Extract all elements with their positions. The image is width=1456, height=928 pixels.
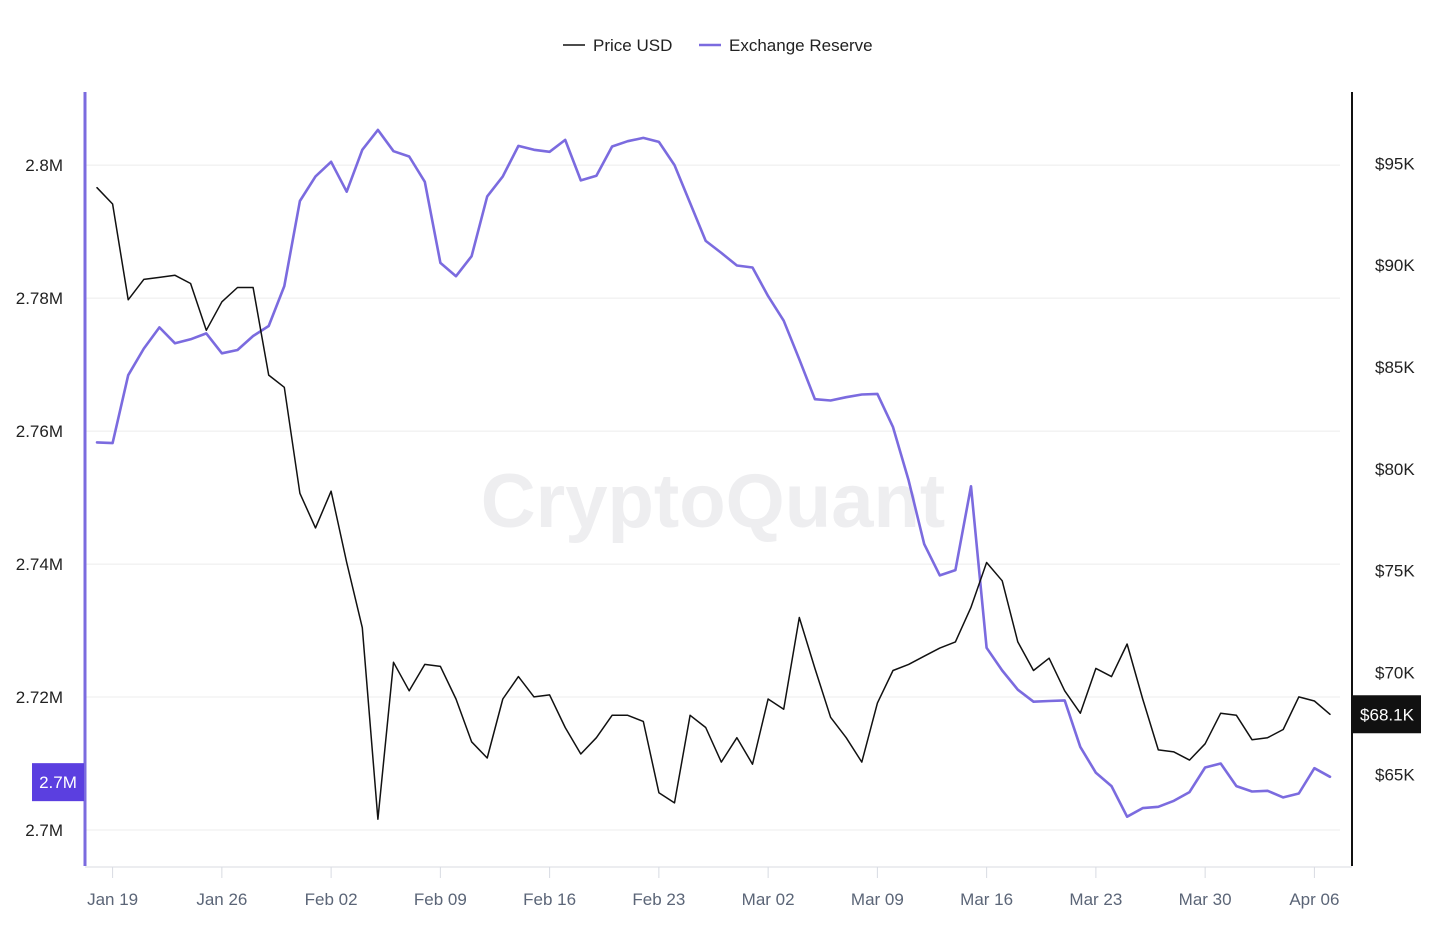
gridlines <box>86 164 1340 831</box>
x-tick-label: Feb 02 <box>305 890 358 909</box>
legend-label-price: Price USD <box>593 36 672 55</box>
left-tick-label: 2.76M <box>16 422 63 441</box>
left-tick-label: 2.7M <box>25 821 63 840</box>
legend-label-exchange-reserve: Exchange Reserve <box>729 36 873 55</box>
right-tick-label: $85K <box>1375 358 1415 377</box>
price-usd-line <box>96 186 1331 820</box>
right-current-value-badge: $68.1K <box>1353 695 1421 734</box>
legend-item-exchange-reserve[interactable]: Exchange Reserve <box>699 36 873 55</box>
right-axis-ticks: $65K $70K $75K $80K $85K $90K $95K <box>1375 154 1415 784</box>
left-tick-label: 2.72M <box>16 688 63 707</box>
x-tick-label: Mar 30 <box>1179 890 1232 909</box>
x-tick-label: Apr 06 <box>1289 890 1339 909</box>
x-tick-label: Mar 16 <box>960 890 1013 909</box>
x-tick-label: Mar 02 <box>742 890 795 909</box>
series <box>95 128 1332 820</box>
right-tick-label: $75K <box>1375 562 1415 581</box>
left-tick-label: 2.78M <box>16 289 63 308</box>
left-current-value-badge: 2.7M <box>32 763 84 802</box>
left-tick-label: 2.8M <box>25 156 63 175</box>
right-current-value-label: $68.1K <box>1360 705 1415 724</box>
legend-item-price[interactable]: Price USD <box>563 36 672 55</box>
right-tick-label: $80K <box>1375 460 1415 479</box>
x-tick-label: Feb 09 <box>414 890 467 909</box>
watermark: CryptoQuant <box>481 459 945 544</box>
x-tick-label: Feb 16 <box>523 890 576 909</box>
right-tick-label: $65K <box>1375 765 1415 784</box>
x-tick-label: Feb 23 <box>632 890 685 909</box>
x-tick-label: Mar 23 <box>1069 890 1122 909</box>
exchange-reserve-line <box>95 128 1332 819</box>
x-tick-label: Mar 09 <box>851 890 904 909</box>
left-current-value-label: 2.7M <box>39 773 77 792</box>
right-tick-label: $90K <box>1375 256 1415 275</box>
left-axis-ticks: 2.7M 2.72M 2.74M 2.76M 2.78M 2.8M <box>16 156 63 840</box>
left-current-value-bg <box>32 763 84 802</box>
right-current-value-bg <box>1353 695 1421 734</box>
x-tick-label: Jan 26 <box>196 890 247 909</box>
right-tick-label: $70K <box>1375 664 1415 683</box>
x-tick-label: Jan 19 <box>87 890 138 909</box>
x-axis-ticks: Jan 19 Jan 26 Feb 02 Feb 09 Feb 16 Feb 23 Mar … <box>87 867 1339 909</box>
legend: Price USD Exchange Reserve <box>563 36 873 55</box>
right-tick-label: $95K <box>1375 154 1415 173</box>
left-tick-label: 2.74M <box>16 555 63 574</box>
